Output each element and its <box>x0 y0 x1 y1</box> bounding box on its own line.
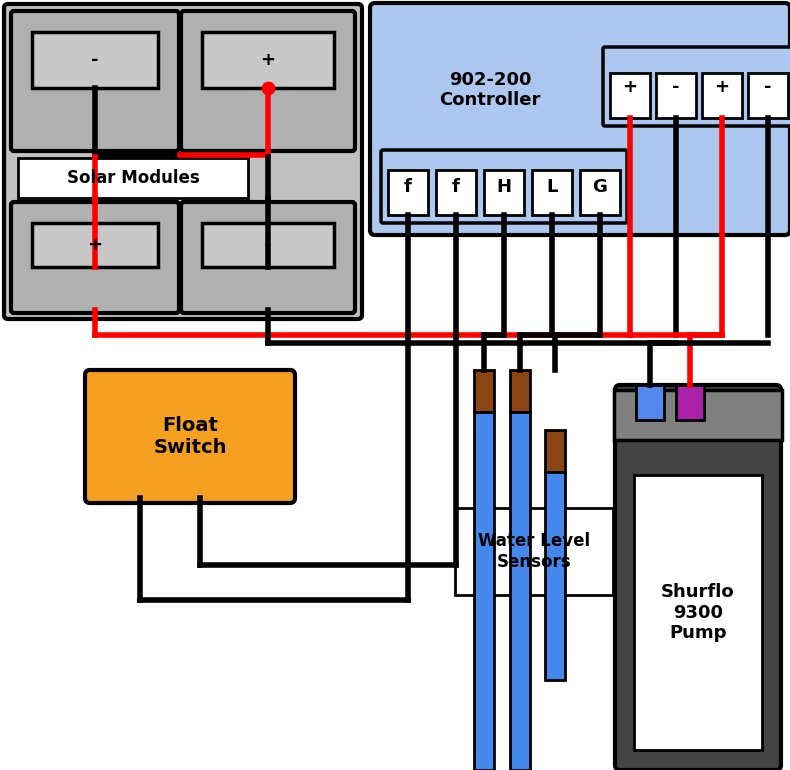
Bar <box>474 370 494 412</box>
Bar <box>656 73 696 118</box>
FancyBboxPatch shape <box>4 4 362 319</box>
Bar <box>32 32 158 89</box>
Bar <box>474 412 494 770</box>
Bar <box>510 370 530 412</box>
Bar <box>580 170 620 215</box>
Bar <box>202 223 334 267</box>
FancyBboxPatch shape <box>85 370 295 503</box>
Text: 902-200
Controller: 902-200 Controller <box>439 71 540 109</box>
Text: -: - <box>264 236 272 254</box>
Text: f: f <box>452 178 460 196</box>
Bar <box>18 158 248 198</box>
Bar <box>510 412 530 770</box>
Bar <box>634 475 762 750</box>
Bar <box>545 472 565 680</box>
Bar <box>748 73 788 118</box>
Text: +: + <box>623 78 638 95</box>
Bar <box>202 32 334 89</box>
Bar <box>32 223 158 267</box>
Bar <box>636 385 664 420</box>
Bar <box>436 170 476 215</box>
Text: Shurflo
9300
Pump: Shurflo 9300 Pump <box>661 583 735 642</box>
FancyBboxPatch shape <box>11 11 179 151</box>
Text: Float
Switch: Float Switch <box>153 416 227 457</box>
Bar <box>702 73 742 118</box>
Bar <box>676 385 704 420</box>
Text: L: L <box>547 178 558 196</box>
Text: H: H <box>496 178 511 196</box>
Text: -: - <box>672 78 679 95</box>
FancyBboxPatch shape <box>615 385 781 770</box>
Text: G: G <box>592 178 608 196</box>
Bar <box>388 170 428 215</box>
Bar <box>614 390 782 440</box>
Bar <box>545 430 565 472</box>
Bar <box>610 73 650 118</box>
FancyBboxPatch shape <box>181 11 355 151</box>
FancyBboxPatch shape <box>370 3 790 235</box>
Text: Solar Modules: Solar Modules <box>66 169 199 187</box>
Text: f: f <box>404 178 412 196</box>
Text: -: - <box>764 78 772 95</box>
Text: +: + <box>261 51 276 69</box>
Bar <box>484 170 524 215</box>
Text: -: - <box>92 51 99 69</box>
FancyBboxPatch shape <box>381 150 627 223</box>
FancyBboxPatch shape <box>181 202 355 313</box>
FancyBboxPatch shape <box>11 202 179 313</box>
Text: +: + <box>714 78 729 95</box>
Text: +: + <box>88 236 103 254</box>
FancyBboxPatch shape <box>603 47 790 126</box>
Bar <box>532 170 572 215</box>
Text: Water Level
Sensors: Water Level Sensors <box>478 532 590 571</box>
Bar <box>455 508 613 595</box>
